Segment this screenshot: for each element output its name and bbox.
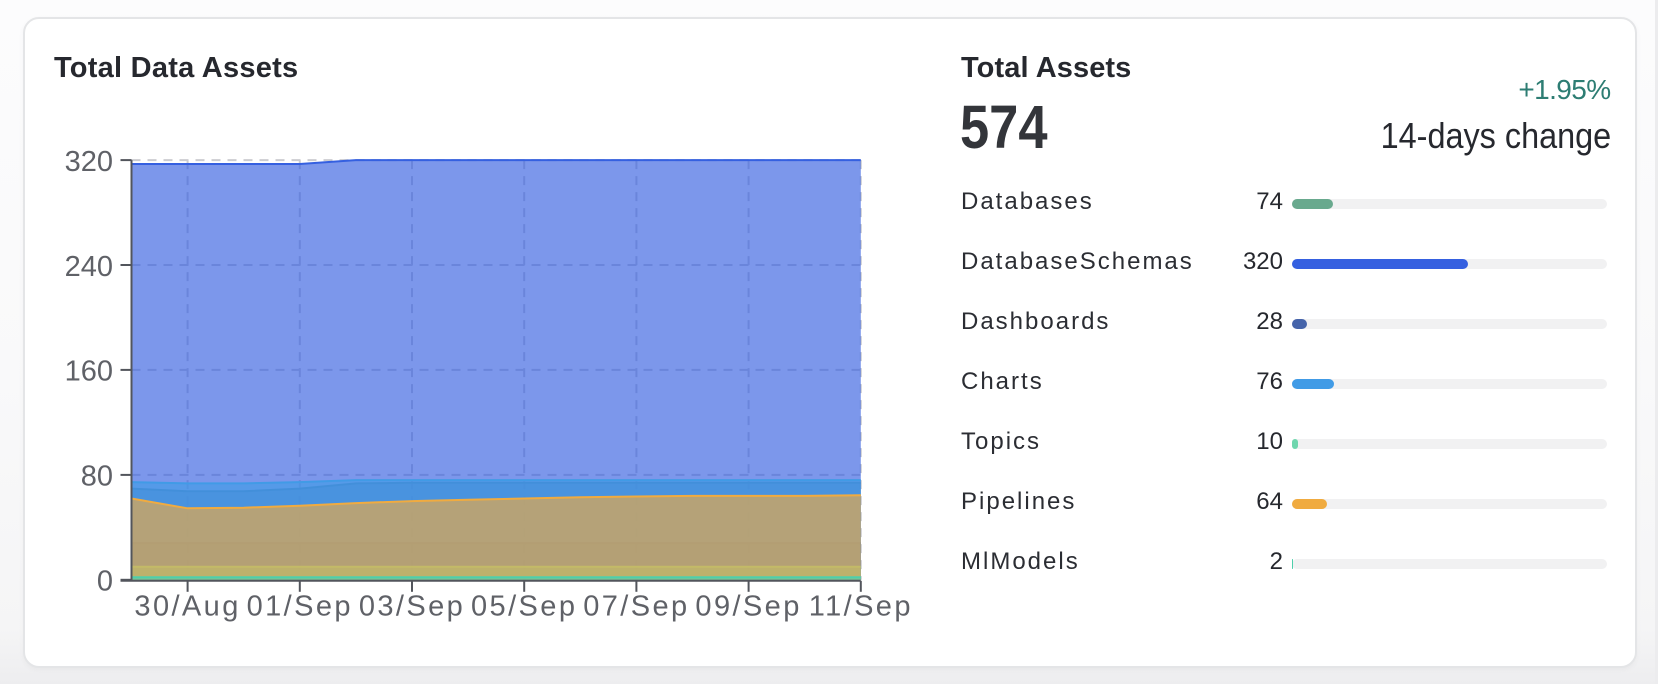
svg-text:0: 0: [97, 566, 113, 598]
svg-text:160: 160: [65, 356, 113, 388]
svg-text:240: 240: [65, 251, 113, 283]
svg-text:320: 320: [65, 146, 113, 178]
svg-text:07/Sep: 07/Sep: [583, 591, 689, 623]
svg-text:09/Sep: 09/Sep: [695, 591, 801, 623]
svg-text:80: 80: [81, 461, 113, 493]
svg-text:30/Aug: 30/Aug: [134, 591, 240, 623]
svg-text:11/Sep: 11/Sep: [809, 591, 913, 623]
svg-text:01/Sep: 01/Sep: [247, 591, 353, 623]
svg-text:05/Sep: 05/Sep: [471, 591, 577, 623]
svg-text:03/Sep: 03/Sep: [359, 591, 465, 623]
